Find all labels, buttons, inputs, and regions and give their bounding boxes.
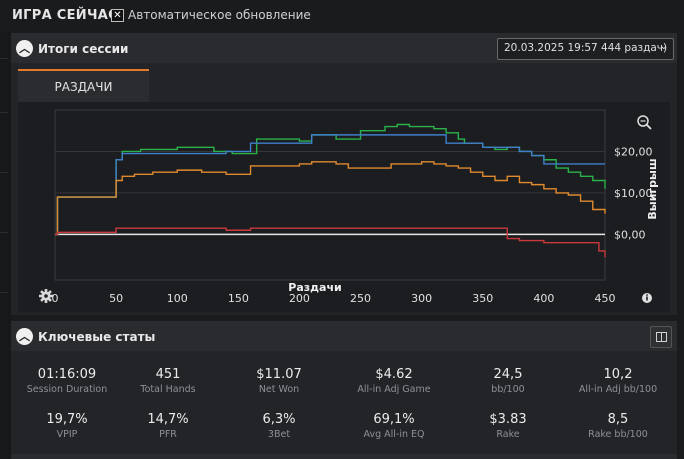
app-title: ИГРА СЕЙЧАС — [12, 8, 118, 23]
stat-label: PFR — [159, 429, 177, 440]
tab-hands-label: РАЗДАЧИ — [54, 80, 113, 94]
stat-label: 3Bet — [267, 429, 291, 440]
stat-label: Net Won — [258, 384, 300, 395]
tab-hands[interactable]: РАЗДАЧИ — [18, 69, 149, 104]
chevron-down-icon: ⌄ — [659, 41, 668, 52]
stat-item: 14,7% PFR — [113, 412, 223, 440]
stat-value: 451 — [155, 367, 181, 382]
x-tick-label: 0 — [52, 292, 59, 305]
stat-label: Session Duration — [26, 384, 108, 395]
stat-label: Avg All-in EQ — [363, 429, 425, 440]
series-line — [55, 227, 606, 258]
gutter-divider — [0, 232, 8, 233]
info-icon[interactable] — [642, 293, 652, 303]
stat-item: 19,7% VPIP — [12, 412, 122, 440]
plot-frame — [54, 109, 606, 281]
stat-value: 8,5 — [607, 412, 629, 427]
stat-value: 6,3% — [262, 412, 296, 427]
stat-label: Rake bb/100 — [588, 429, 648, 440]
zoom-icon[interactable] — [637, 115, 652, 130]
y-tick-label: $10,00 — [614, 187, 653, 200]
collapse-stats-button[interactable]: ︿ — [16, 328, 33, 345]
layout-toggle-button[interactable] — [650, 326, 672, 348]
session-select[interactable]: 20.03.2025 19:57 444 раздач) ⌄ — [497, 38, 674, 60]
stat-item: 24,5 bb/100 — [453, 367, 563, 395]
stat-value: $3.83 — [489, 412, 527, 427]
stat-value: $11.07 — [256, 367, 302, 382]
stat-label: Total Hands — [140, 384, 196, 395]
winnings-chart: 0 50 100 150 200 250 300 350 400 450 $0,00 $10,00 $… — [18, 102, 670, 312]
stat-item: 69,1% Avg All-in EQ — [339, 412, 449, 440]
stat-value: 14,7% — [147, 412, 189, 427]
x-tick-label: 150 — [228, 292, 249, 305]
collapse-session-button[interactable]: ︿ — [16, 40, 33, 57]
x-tick-label: 100 — [167, 292, 188, 305]
key-stats-title: Ключевые статы — [38, 330, 156, 344]
stat-item: 6,3% 3Bet — [224, 412, 334, 440]
stat-value: 24,5 — [493, 367, 523, 382]
bottom-strip — [11, 454, 677, 459]
stat-value: $4.62 — [375, 367, 413, 382]
session-summary-title: Итоги сессии — [38, 42, 129, 56]
x-tick-label: 50 — [109, 292, 123, 305]
stat-value: 19,7% — [46, 412, 88, 427]
gear-icon[interactable] — [39, 289, 53, 303]
y-axis-label: Выигрыш — [646, 158, 659, 219]
stat-value: 69,1% — [373, 412, 415, 427]
key-stats-panel: ︿ Ключевые статы 01:16:09 Session Duratio… — [11, 321, 677, 454]
stat-item: 10,2 All-in Adj bb/100 — [563, 367, 673, 395]
stat-label: All-in Adj bb/100 — [578, 384, 658, 395]
stat-item: $11.07 Net Won — [224, 367, 334, 395]
left-gutter — [0, 32, 11, 459]
stat-label: All-in Adj Game — [357, 384, 431, 395]
top-bar: ИГРА СЕЙЧАС ✕ Автоматическое обновление — [0, 0, 684, 32]
session-summary-panel: ︿ Итоги сессии 20.03.2025 19:57 444 разд… — [11, 33, 677, 315]
x-tick-label: 200 — [289, 292, 310, 305]
x-axis-label: Раздачи — [288, 281, 341, 294]
x-tick-label: 250 — [350, 292, 371, 305]
gutter-divider — [0, 58, 8, 59]
x-tick-label: 450 — [595, 292, 616, 305]
stat-label: Rake — [496, 429, 520, 440]
stat-value: 01:16:09 — [37, 367, 97, 382]
y-tick-label: $20,00 — [614, 145, 653, 158]
stat-label: VPIP — [56, 429, 78, 440]
auto-update-label[interactable]: Автоматическое обновление — [128, 8, 311, 22]
stat-item: $4.62 All-in Adj Game — [339, 367, 449, 395]
x-tick-label: 350 — [472, 292, 493, 305]
stat-item: $3.83 Rake — [453, 412, 563, 440]
stat-label: bb/100 — [491, 384, 525, 395]
x-tick-label: 300 — [411, 292, 432, 305]
series-line — [55, 134, 605, 236]
series-line — [55, 161, 606, 236]
gutter-divider — [0, 292, 8, 293]
stat-item: 01:16:09 Session Duration — [12, 367, 122, 395]
stat-item: 451 Total Hands — [113, 367, 223, 395]
series-line — [55, 123, 606, 236]
stat-value: 10,2 — [603, 367, 633, 382]
stat-item: 8,5 Rake bb/100 — [563, 412, 673, 440]
gutter-divider — [0, 172, 8, 173]
session-select-value: 20.03.2025 19:57 444 раздач) — [504, 42, 668, 54]
y-tick-label: $0,00 — [614, 228, 646, 241]
x-tick-label: 400 — [533, 292, 554, 305]
session-summary-header: ︿ Итоги сессии 20.03.2025 19:57 444 разд… — [11, 33, 677, 63]
gutter-divider — [0, 112, 8, 113]
key-stats-header: ︿ Ключевые статы — [11, 321, 677, 351]
winnings-chart-svg: 0 50 100 150 200 250 300 350 400 450 $0,00 $10,00 $… — [39, 109, 659, 305]
auto-update-checkbox[interactable]: ✕ — [111, 9, 124, 22]
